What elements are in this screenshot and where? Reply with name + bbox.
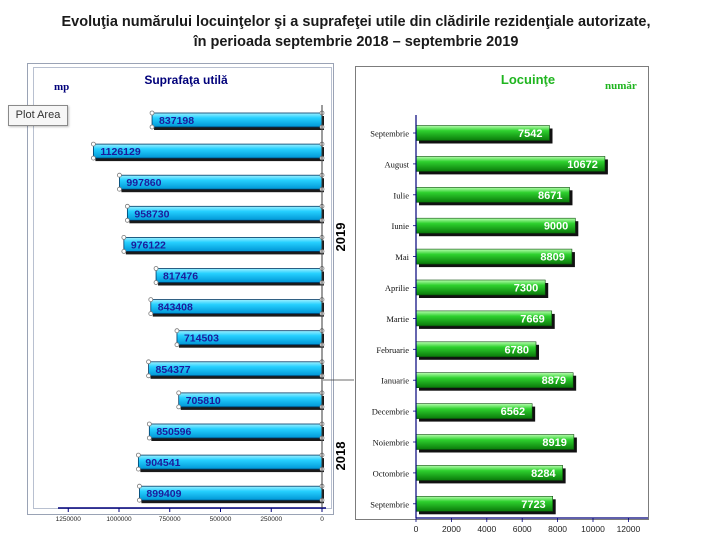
area-bar-handle	[121, 234, 127, 240]
year-label-2018: 2018	[333, 442, 348, 471]
dwellings-x-tick-label: 4000	[477, 524, 496, 534]
dwellings-value-label: 9000	[544, 221, 568, 233]
dwellings-value-label: 6562	[501, 406, 525, 418]
month-label: Iunie	[392, 221, 410, 231]
dwellings-value-label: 8879	[542, 375, 566, 387]
area-bar-handle	[146, 421, 152, 427]
area-x-tick-label: 750000	[159, 516, 181, 523]
dwellings-x-tick-label: 12000	[617, 524, 641, 534]
dwellings-value-label: 7300	[514, 283, 538, 295]
area-bar-handle	[149, 124, 155, 130]
dwellings-value-label: 7723	[521, 499, 545, 511]
chart-title: Evoluţia numărului locuinţelor şi a supr…	[0, 12, 712, 52]
plot-area-tooltip: Plot Area	[8, 105, 68, 126]
area-value-label: 958730	[134, 208, 169, 220]
area-bar-handle	[146, 373, 151, 379]
area-bar-handle	[176, 390, 182, 396]
dwellings-value-label: 6780	[505, 344, 529, 356]
month-label: Februarie	[376, 345, 409, 355]
dwellings-unit-label: număr	[605, 80, 637, 92]
dwellings-value-label: 8284	[531, 468, 556, 480]
month-label: Noiembrie	[373, 438, 410, 448]
dwellings-x-tick-label: 10000	[581, 524, 605, 534]
area-bar-handle	[135, 452, 141, 458]
area-bar-handle	[148, 311, 154, 317]
area-bar-handle	[148, 297, 154, 303]
area-bar-handle	[174, 342, 180, 348]
area-chart: Suprafaţa utilă mp 837198 1126129 997860 9587…	[54, 73, 354, 523]
dwellings-x-tick-label: 2000	[442, 524, 461, 534]
area-bar-handle	[117, 186, 122, 192]
area-value-label: 904541	[145, 457, 180, 469]
year-label-2019: 2019	[333, 223, 348, 252]
dwellings-x-tick-label: 0	[414, 524, 419, 534]
area-x-tick-label: 1250000	[56, 516, 82, 523]
area-value-label: 997860	[126, 177, 161, 189]
month-label: Septembrie	[370, 499, 409, 509]
area-bar-handle	[153, 280, 159, 285]
area-unit-label: mp	[54, 81, 69, 93]
area-value-label: 705810	[186, 395, 221, 407]
month-label: Octombrie	[373, 468, 410, 478]
area-value-label: 837198	[159, 115, 194, 127]
month-label: Mai	[395, 252, 409, 262]
area-value-label: 843408	[158, 302, 193, 314]
area-value-label: 850596	[156, 426, 191, 438]
area-chart-title: Suprafaţa utilă	[144, 73, 228, 87]
area-bar-handle	[117, 172, 122, 178]
month-label: Septembrie	[370, 129, 409, 139]
dwellings-value-label: 8671	[538, 190, 562, 202]
month-label: Ianuarie	[381, 376, 409, 386]
area-bar-handle	[124, 203, 130, 209]
area-x-tick-label: 500000	[210, 516, 232, 523]
month-label: Decembrie	[372, 407, 410, 417]
month-label: Iulie	[393, 190, 409, 200]
area-x-tick-label: 250000	[260, 516, 282, 523]
area-x-tick-label: 1000000	[106, 516, 132, 523]
dwellings-value-label: 7542	[518, 128, 542, 140]
dwellings-value-label: 10672	[567, 159, 598, 171]
area-value-label: 899409	[146, 488, 181, 500]
dwellings-value-label: 7669	[520, 313, 544, 325]
area-value-label: 1126129	[100, 146, 140, 158]
month-label: Martie	[386, 314, 409, 324]
area-bar-handle	[124, 217, 130, 223]
area-value-label: 976122	[131, 239, 166, 251]
area-bar-handle	[90, 155, 96, 161]
area-bar-handle	[137, 483, 142, 489]
chart-title-line-2: în perioada septembrie 2018 – septembrie…	[193, 34, 519, 50]
area-bar-handle	[153, 266, 159, 271]
month-label: Aprilie	[385, 283, 409, 293]
area-value-label: 854377	[156, 364, 191, 376]
dwellings-x-tick-label: 8000	[548, 524, 567, 534]
dwellings-value-label: 8809	[540, 252, 564, 264]
area-bar-handle	[174, 328, 180, 334]
area-bar-handle	[90, 141, 96, 147]
month-label: August	[384, 159, 409, 169]
area-bar-handle	[121, 248, 127, 254]
area-value-label: 714503	[184, 333, 219, 345]
chart-title-line-1: Evoluţia numărului locuinţelor şi a supr…	[61, 14, 651, 30]
dwellings-value-label: 8919	[542, 437, 566, 449]
area-bar-handle	[146, 435, 152, 441]
area-bar-handle	[176, 404, 182, 410]
area-bar-handle	[149, 110, 155, 116]
area-x-tick-label: 0	[320, 516, 324, 523]
dwellings-chart-title: Locuinţe	[501, 72, 555, 87]
area-value-label: 817476	[163, 271, 198, 283]
area-bar-handle	[135, 466, 141, 472]
dwellings-x-tick-label: 6000	[513, 524, 532, 534]
dwellings-chart: Locuinţe număr 7542 Septembrie 10672 August 86…	[370, 72, 648, 534]
area-bar-handle	[146, 359, 151, 365]
area-bar-handle	[137, 497, 142, 503]
